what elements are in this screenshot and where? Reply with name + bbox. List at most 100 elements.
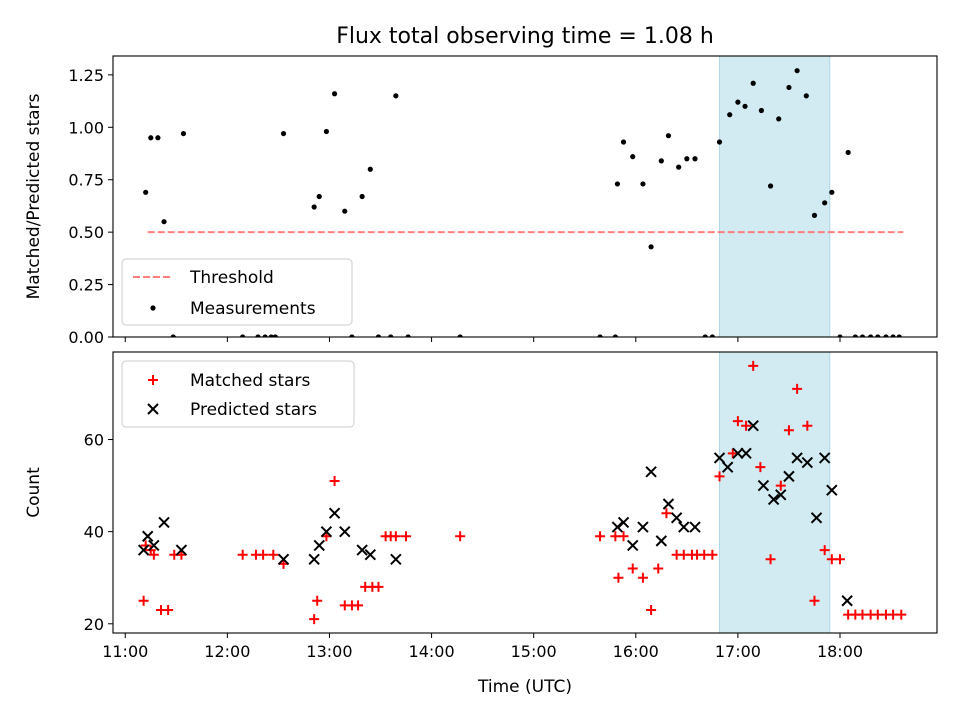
- matched-stars-point: [258, 549, 269, 560]
- measurements-point: [630, 154, 636, 160]
- predicted-stars-point: [142, 530, 154, 542]
- predicted-stars-point: [767, 493, 780, 506]
- bottom-y-axis-label: Count: [24, 467, 44, 518]
- measurements-point: [640, 181, 646, 187]
- top-y-tick-label: 0.50: [68, 223, 104, 242]
- top-axes-frame: [112, 55, 938, 338]
- matched-stars-point: [834, 554, 845, 565]
- bottom-y-tick-label: 60: [84, 431, 104, 450]
- measurements-point: [316, 193, 322, 200]
- measurements-point: [648, 244, 654, 250]
- predicted-stars-point: [721, 461, 734, 473]
- measurements-point: [890, 334, 896, 337]
- predicted-stars-point: [791, 452, 803, 464]
- predicted-stars-point: [320, 525, 333, 538]
- measurements-point: [405, 334, 411, 337]
- top-observing-window: [719, 56, 831, 337]
- matched-stars-point: [595, 531, 606, 542]
- measurements-point: [776, 116, 782, 122]
- predicted-stars-point: [148, 539, 160, 552]
- x-tick-label: 18:00: [817, 642, 863, 661]
- measurements-point: [684, 156, 690, 162]
- measurements-point: [148, 135, 154, 141]
- matched-stars-point: [661, 508, 672, 519]
- top-y-tick-label: 1.25: [68, 66, 104, 85]
- measurements-point: [803, 93, 809, 99]
- matched-stars-point: [707, 549, 718, 560]
- measurements-point: [359, 193, 365, 200]
- predicted-stars-point: [175, 544, 188, 556]
- top-y-tick-label: 0.25: [68, 276, 104, 295]
- measurements-point: [676, 164, 682, 170]
- measurements-point: [367, 166, 373, 172]
- legend-matched-swatch: [148, 375, 158, 385]
- measurements-point: [727, 112, 733, 118]
- measurements-point: [786, 84, 792, 91]
- measurements-point: [852, 334, 858, 337]
- bottom-legend: [121, 360, 355, 428]
- measurements-point: [240, 334, 246, 337]
- x-tick-label: 13:00: [306, 642, 352, 661]
- measurements-point: [811, 212, 818, 218]
- measurements-point: [837, 334, 843, 337]
- measurements-point: [875, 334, 881, 337]
- predicted-stars-point: [732, 447, 744, 460]
- measurements-point: [161, 219, 167, 225]
- matched-stars-point: [138, 595, 149, 606]
- predicted-stars-point: [390, 553, 402, 566]
- legend-threshold-label: Threshold: [189, 268, 274, 288]
- predicted-stars-point: [747, 419, 759, 432]
- predicted-stars-point: [137, 544, 150, 556]
- x-tick-label: 17:00: [715, 642, 761, 661]
- top-y-axis-label: Matched/Predicted stars: [24, 93, 44, 299]
- measurements-point: [457, 334, 463, 337]
- measurements-point: [272, 334, 278, 337]
- matched-stars-point: [329, 475, 340, 486]
- predicted-stars-point: [617, 516, 630, 529]
- matched-stars-point: [268, 549, 279, 560]
- x-tick-label: 15:00: [511, 642, 557, 661]
- top-y-tick-label: 0.00: [68, 328, 104, 347]
- predicted-stars-point: [655, 535, 668, 547]
- bottom-observing-window: [719, 352, 831, 633]
- matched-stars-point: [819, 545, 830, 556]
- predicted-stars-point: [308, 553, 320, 566]
- measurements-point: [180, 130, 187, 137]
- measurements-point: [393, 93, 399, 99]
- predicted-stars-point: [678, 521, 690, 533]
- measurements-point: [311, 204, 317, 210]
- predicted-stars-point: [313, 539, 325, 552]
- measurements-point: [280, 130, 287, 137]
- measurements-point: [829, 189, 835, 195]
- bottom-axes-frame: [112, 351, 938, 634]
- top-y-tick-label: 0.75: [68, 171, 104, 190]
- measurements-point: [375, 334, 382, 337]
- bottom-legend-box: [121, 360, 355, 428]
- measurements-point: [658, 158, 664, 164]
- x-tick-label: 14:00: [409, 642, 455, 661]
- measurements-point: [758, 107, 764, 114]
- top-y-tick-label: 1.00: [68, 118, 104, 137]
- measurements-point: [665, 133, 672, 139]
- predicted-stars-point: [645, 466, 657, 478]
- x-tick-label: 12:00: [204, 642, 250, 661]
- predicted-stars-point: [339, 525, 351, 538]
- predicted-stars-point: [364, 548, 377, 561]
- matched-stars-point: [618, 531, 629, 542]
- measurements-point: [896, 334, 902, 337]
- matched-stars-point: [148, 549, 159, 560]
- matched-stars-point: [775, 480, 786, 491]
- legend-matched-label: Matched stars: [190, 371, 310, 391]
- measurements-point: [612, 334, 618, 337]
- measurements-point: [845, 149, 851, 156]
- measurements-point: [620, 139, 627, 145]
- predicted-stars-point: [826, 484, 838, 496]
- matched-stars-point: [309, 614, 320, 625]
- matched-stars-point: [765, 554, 776, 565]
- matched-stars-point: [163, 604, 174, 615]
- bottom-y-tick-label: 20: [84, 615, 104, 634]
- x-axis-label: Time (UTC): [477, 677, 572, 697]
- predicted-stars-point: [841, 595, 853, 607]
- predicted-stars-point: [356, 544, 368, 556]
- legend-measurements-swatch: [150, 305, 156, 311]
